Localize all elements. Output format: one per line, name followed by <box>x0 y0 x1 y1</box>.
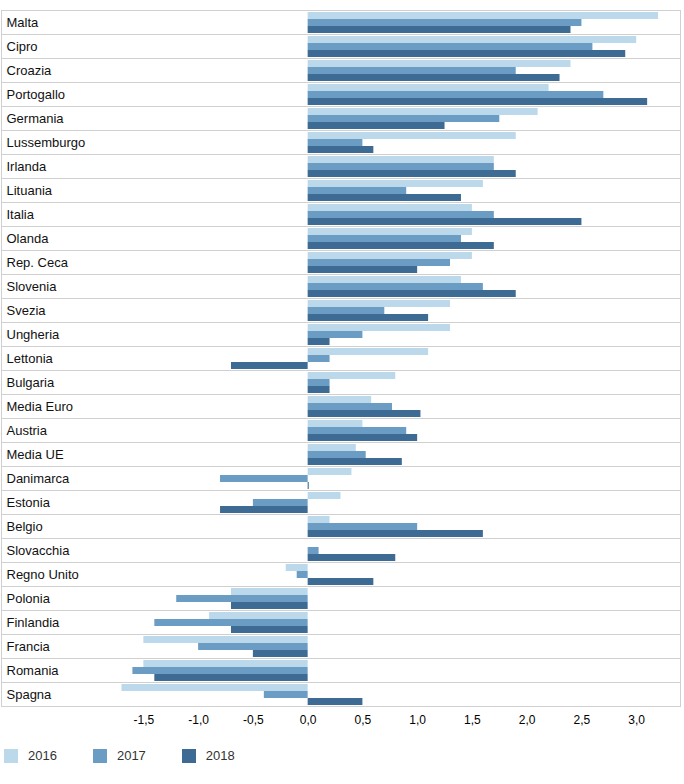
svg-text:-0,5: -0,5 <box>243 713 264 727</box>
svg-text:Estonia: Estonia <box>7 495 51 510</box>
svg-text:Ungheria: Ungheria <box>7 327 61 342</box>
svg-text:1,5: 1,5 <box>464 713 481 727</box>
svg-text:Polonia: Polonia <box>7 591 51 606</box>
html-text:2018: 2018 <box>205 748 235 763</box>
svg-text:Cipro: Cipro <box>7 39 38 54</box>
svg-text:Slovacchia: Slovacchia <box>7 543 71 558</box>
svg-text:Belgio: Belgio <box>7 519 43 534</box>
svg-text:2,5: 2,5 <box>574 713 591 727</box>
svg-text:Slovenia: Slovenia <box>7 279 58 294</box>
svg-text:Irlanda: Irlanda <box>7 159 48 174</box>
svg-text:2,0: 2,0 <box>519 713 536 727</box>
svg-text:Malta: Malta <box>7 15 40 30</box>
svg-text:Germania: Germania <box>7 111 65 126</box>
svg-text:Lussemburgo: Lussemburgo <box>7 135 86 150</box>
svg-text:Francia: Francia <box>7 639 51 654</box>
svg-text:Lettonia: Lettonia <box>7 351 54 366</box>
svg-text:0,5: 0,5 <box>355 713 372 727</box>
svg-text:Bulgaria: Bulgaria <box>7 375 55 390</box>
svg-text:Italia: Italia <box>7 207 35 222</box>
svg-text:Croazia: Croazia <box>7 63 53 78</box>
svg-text:Lituania: Lituania <box>7 183 53 198</box>
svg-text:Svezia: Svezia <box>7 303 47 318</box>
svg-text:-1,5: -1,5 <box>134 713 155 727</box>
svg-text:-1,0: -1,0 <box>188 713 209 727</box>
svg-text:Romania: Romania <box>7 663 60 678</box>
svg-text:Media UE: Media UE <box>7 447 64 462</box>
svg-text:Spagna: Spagna <box>7 687 53 702</box>
svg-text:Rep. Ceca: Rep. Ceca <box>7 255 69 270</box>
svg-text:Austria: Austria <box>7 423 48 438</box>
svg-text:0,0: 0,0 <box>300 713 317 727</box>
html-text:2016: 2016 <box>28 748 57 763</box>
svg-text:1,0: 1,0 <box>409 713 426 727</box>
svg-text:Olanda: Olanda <box>7 231 50 246</box>
svg-text:3,0: 3,0 <box>628 713 645 727</box>
svg-text:Finlandia: Finlandia <box>7 615 61 630</box>
html-text:2017: 2017 <box>116 748 146 763</box>
svg-text:Danimarca: Danimarca <box>7 471 71 486</box>
svg-text:Regno Unito: Regno Unito <box>7 567 79 582</box>
svg-text:Media Euro: Media Euro <box>7 399 73 414</box>
svg-text:Portogallo: Portogallo <box>7 87 66 102</box>
